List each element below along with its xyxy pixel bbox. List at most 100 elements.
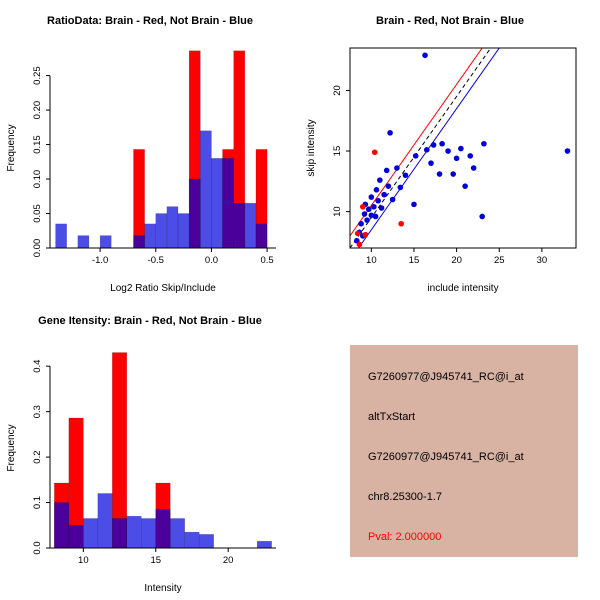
hist-bar <box>68 417 84 548</box>
data-point <box>422 52 428 59</box>
panel-ratio-histogram: RatioData: Brain - Red, Not Brain - Blue… <box>0 0 300 300</box>
data-point <box>364 217 370 223</box>
hist-bar <box>233 202 246 248</box>
hist-bar <box>200 130 212 248</box>
data-point <box>428 160 434 166</box>
x-axis-label: Log2 Ratio Skip/Include <box>110 283 216 294</box>
x-tick-label: -0.5 <box>148 255 164 266</box>
data-point <box>377 177 383 183</box>
x-tick-label: 15 <box>409 255 420 266</box>
data-point <box>467 153 474 159</box>
x-axis-label: Intensity <box>144 583 181 594</box>
points-brain-red <box>354 149 404 248</box>
panel-intensity-scatter: Brain - Red, Not Brain - Blue 10 15 20 25 30… <box>300 0 600 300</box>
probe-id-line-2: G7260977@J945741_RC@i_at <box>368 451 524 463</box>
hist-bar <box>126 515 142 548</box>
y-tick-label: 20 <box>332 85 343 96</box>
x-tick-label: 20 <box>451 255 462 266</box>
panel-info: G7260977@J945741_RC@i_at altTxStart G726… <box>300 300 600 600</box>
data-point <box>450 171 456 177</box>
y-tick-label: 0.4 <box>32 360 43 373</box>
hist-bar <box>133 149 145 248</box>
hist-bar <box>211 158 223 248</box>
axes: -1.0 -0.5 0.0 0.5 0.00 0.05 0.10 0.15 0.20 0.25 Lo… <box>6 66 276 294</box>
data-point <box>356 241 363 248</box>
hist-bar <box>68 525 84 548</box>
y-axis-label: Frequency <box>6 424 17 471</box>
hist-bar <box>97 493 113 548</box>
info-box: G7260977@J945741_RC@i_at altTxStart G726… <box>350 345 578 557</box>
data-point <box>411 201 417 208</box>
hist-bar <box>244 202 257 248</box>
y-tick-label: 0.1 <box>32 496 43 509</box>
plot-marks <box>54 352 272 548</box>
data-point <box>394 165 400 171</box>
axes: 10 15 20 25 30 10 15 20 include intensity skip in… <box>306 47 577 294</box>
x-tick-label: 30 <box>537 255 548 266</box>
plot-marks <box>55 50 268 248</box>
data-point <box>423 147 430 153</box>
data-point <box>436 171 443 177</box>
data-point <box>381 191 387 198</box>
x-tick-label: -1.0 <box>92 255 108 266</box>
data-point <box>385 183 392 189</box>
data-point <box>479 213 485 220</box>
x-tick-label: 15 <box>150 555 161 566</box>
data-point <box>361 211 368 217</box>
x-tick-label: 20 <box>223 555 234 566</box>
ratio-histogram-title: RatioData: Brain - Red, Not Brain - Blue <box>47 15 253 27</box>
data-point <box>354 230 361 237</box>
hist-bar <box>144 223 157 248</box>
points-notbrain-blue <box>354 52 571 244</box>
y-tick-label: 0.00 <box>32 239 43 258</box>
hist-bar <box>255 223 268 248</box>
data-point <box>402 172 409 179</box>
probe-id-line: G7260977@J945741_RC@i_at <box>368 371 524 383</box>
x-tick-label: 10 <box>78 555 89 566</box>
hist-bar <box>83 518 99 548</box>
y-axis-label: Frequency <box>6 124 17 171</box>
hist-bar <box>55 223 67 248</box>
hist-bar <box>155 213 168 248</box>
axes: 10 15 20 0.0 0.1 0.2 0.3 0.4 Intensity Frequency <box>6 360 276 594</box>
y-tick-label: 15 <box>332 146 343 157</box>
series-notbrain-blue <box>54 493 272 548</box>
y-tick-label: 0.3 <box>32 405 43 418</box>
data-point <box>375 197 381 204</box>
data-point <box>389 196 396 203</box>
data-point <box>383 167 390 174</box>
data-point <box>362 231 369 238</box>
hist-bar <box>112 518 128 548</box>
data-point <box>481 140 487 147</box>
series-notbrain-blue <box>55 130 268 248</box>
hist-bar <box>112 352 128 548</box>
hist-bar <box>177 213 190 248</box>
hist-bar <box>77 235 90 248</box>
y-axis-label: skip intensity <box>306 119 317 176</box>
hist-bar <box>54 502 70 548</box>
data-point <box>462 183 468 189</box>
data-point <box>371 203 377 210</box>
event-type-line: altTxStart <box>368 411 416 423</box>
data-point <box>387 130 393 136</box>
data-point <box>458 145 464 152</box>
hist-bar <box>99 235 112 248</box>
hist-bar <box>256 540 272 548</box>
gene-intensity-histogram-title: Gene Itensity: Brain - Red, Not Brain - … <box>38 315 262 327</box>
x-tick-label: 25 <box>494 255 505 266</box>
data-point <box>372 213 379 220</box>
hist-bar <box>233 50 246 248</box>
data-point <box>445 148 451 154</box>
fit-line-identity <box>350 48 492 248</box>
locus-line: chr8.25300-1.7 <box>368 491 442 503</box>
y-tick-label: 0.10 <box>32 170 43 189</box>
ratio-histogram-chart: -1.0 -0.5 0.0 0.5 0.00 0.05 0.10 0.15 0.20 0.25 Lo… <box>6 50 276 294</box>
y-tick-label: 0.0 <box>32 541 43 554</box>
data-point <box>470 165 477 171</box>
x-tick-label: 0.5 <box>260 255 273 266</box>
data-point <box>365 206 372 213</box>
y-tick-label: 10 <box>332 206 343 217</box>
data-point <box>430 142 437 148</box>
hist-bar <box>141 518 157 548</box>
data-point <box>398 220 404 227</box>
